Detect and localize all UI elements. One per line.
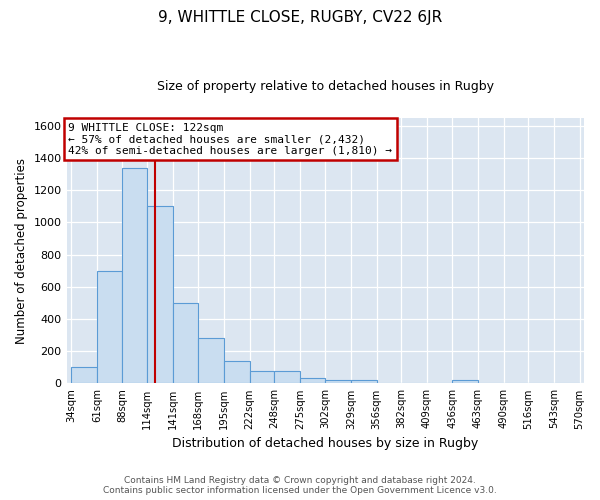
Bar	[325, 380, 351, 384]
X-axis label: Distribution of detached houses by size in Rugby: Distribution of detached houses by size …	[172, 437, 479, 450]
Bar	[97, 270, 122, 384]
Y-axis label: Number of detached properties: Number of detached properties	[15, 158, 28, 344]
Text: Contains HM Land Registry data © Crown copyright and database right 2024.
Contai: Contains HM Land Registry data © Crown c…	[103, 476, 497, 495]
Bar	[224, 361, 250, 384]
Bar	[173, 303, 199, 384]
Bar	[147, 206, 173, 384]
Bar	[199, 338, 224, 384]
Bar	[71, 368, 97, 384]
Bar	[122, 168, 147, 384]
Text: 9 WHITTLE CLOSE: 122sqm
← 57% of detached houses are smaller (2,432)
42% of semi: 9 WHITTLE CLOSE: 122sqm ← 57% of detache…	[68, 122, 392, 156]
Bar	[452, 380, 478, 384]
Text: 9, WHITTLE CLOSE, RUGBY, CV22 6JR: 9, WHITTLE CLOSE, RUGBY, CV22 6JR	[158, 10, 442, 25]
Title: Size of property relative to detached houses in Rugby: Size of property relative to detached ho…	[157, 80, 494, 93]
Bar	[300, 378, 325, 384]
Bar	[250, 372, 274, 384]
Bar	[274, 372, 300, 384]
Bar	[351, 380, 377, 384]
